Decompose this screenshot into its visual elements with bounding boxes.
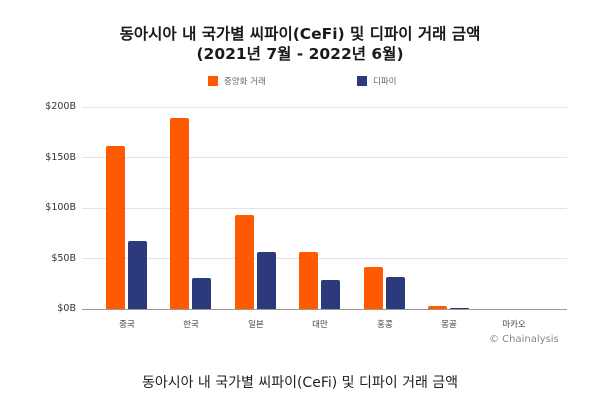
bar-cefi	[106, 146, 125, 309]
chart-title: 동아시아 내 국가별 씨파이(CeFi) 및 디파이 거래 금액	[119, 25, 481, 43]
legend-label: 디파이	[373, 77, 397, 87]
bar-cefi	[364, 266, 383, 309]
bar-cefi	[299, 252, 318, 309]
legend-swatch-navy	[357, 76, 367, 86]
legend: 중앙화 거래 디파이	[0, 75, 600, 91]
legend-label: 중앙화 거래	[224, 77, 266, 87]
bar-cefi	[170, 118, 189, 309]
x-tick-label: 몽골	[441, 320, 457, 330]
bar-defi	[386, 276, 405, 309]
gridline	[82, 157, 567, 158]
x-tick-label: 대만	[312, 320, 328, 330]
legend-item-defi: 디파이	[357, 75, 396, 87]
y-tick: $0B	[57, 303, 76, 314]
chart-subtitle: (2021년 7월 - 2022년 6월)	[196, 45, 404, 63]
caption: 동아시아 내 국가별 씨파이(CeFi) 및 디파이 거래 금액	[141, 375, 459, 391]
bar-defi	[450, 307, 469, 309]
credit: © Chainalysis	[489, 334, 559, 345]
gridline	[82, 107, 567, 108]
bar-defi	[257, 252, 276, 309]
y-tick: $50B	[51, 253, 76, 264]
y-tick: $100B	[45, 202, 76, 213]
legend-swatch-orange	[208, 76, 218, 86]
gridline	[82, 208, 567, 209]
bar-cefi	[428, 305, 447, 309]
y-tick: $200B	[45, 101, 76, 112]
y-tick: $150B	[45, 152, 76, 163]
bar-defi	[192, 277, 211, 309]
gridline	[82, 258, 567, 259]
x-tick-label: 중국	[119, 320, 135, 330]
x-tick-label: 홍콩	[377, 320, 393, 330]
x-axis	[82, 309, 567, 310]
bar-cefi	[235, 215, 254, 309]
legend-item-cefi: 중앙화 거래	[208, 75, 266, 87]
x-tick-label: 한국	[183, 320, 199, 330]
bar-defi	[128, 241, 147, 309]
x-tick-label: 일본	[248, 320, 264, 330]
bar-defi	[321, 279, 340, 309]
x-tick-label: 마카오	[502, 320, 526, 330]
